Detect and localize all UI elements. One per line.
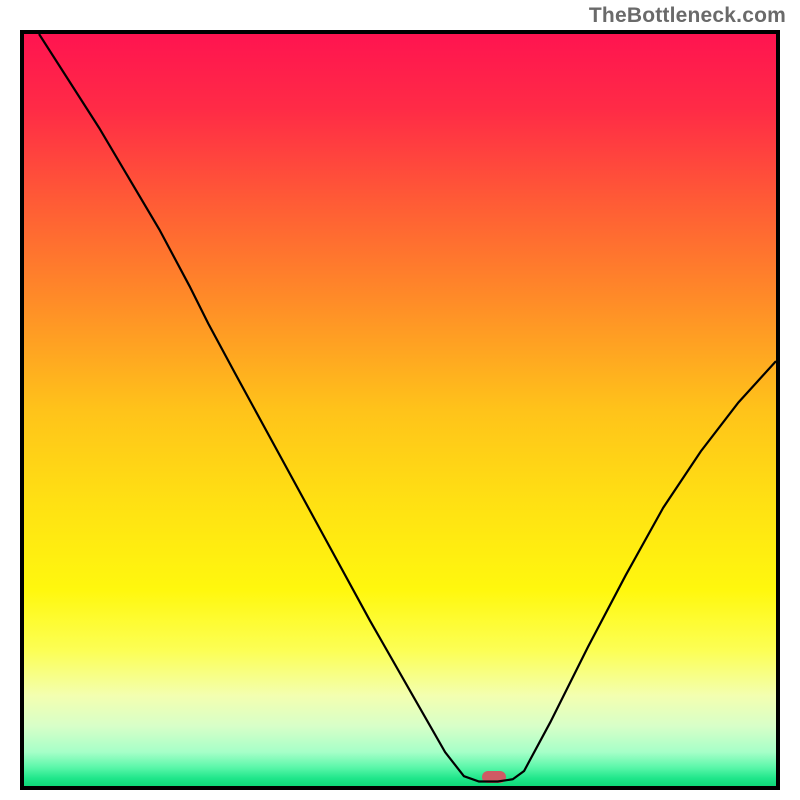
bottleneck-curve <box>24 34 776 786</box>
chart-plot-area <box>20 30 780 790</box>
watermark-text: TheBottleneck.com <box>589 4 786 28</box>
